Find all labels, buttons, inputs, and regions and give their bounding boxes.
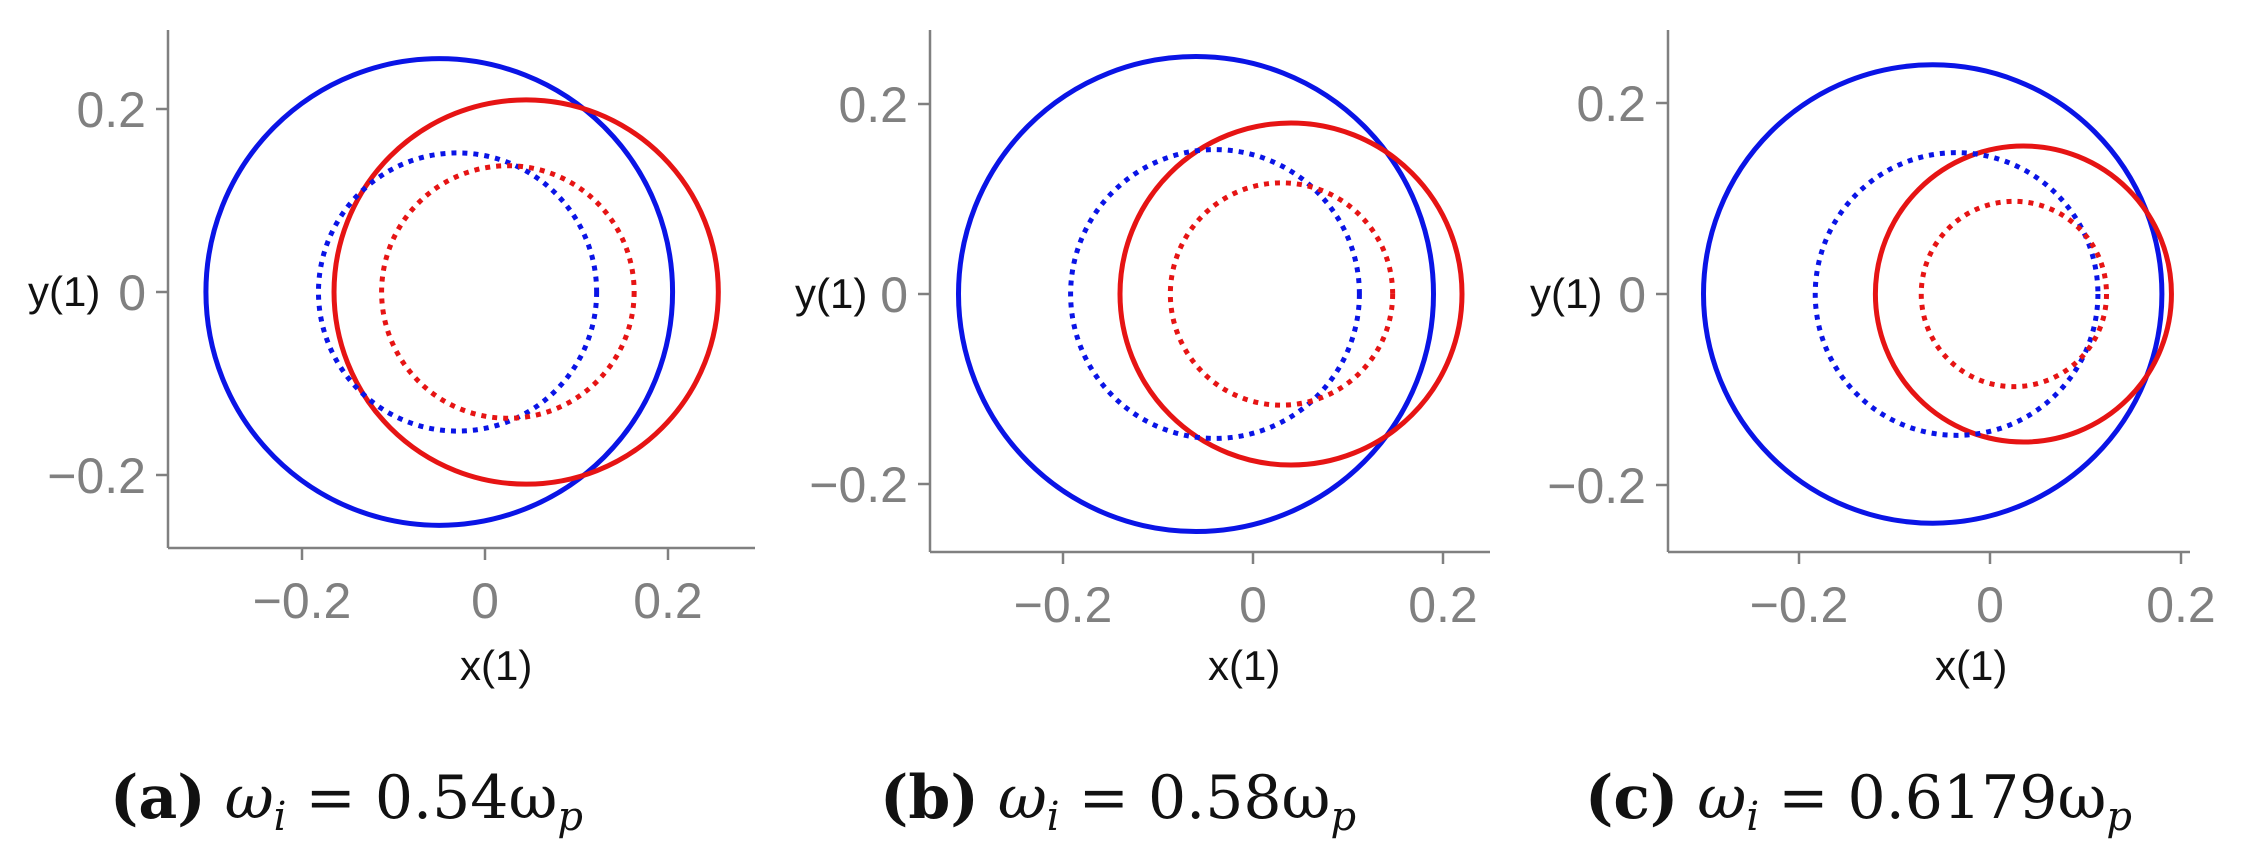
panel-tag: (c): [1585, 763, 1678, 833]
x-tick-label: 0: [1976, 577, 2004, 633]
trajectory-red-dotted: [1167, 180, 1396, 408]
y-tick-label: −0.2: [47, 448, 146, 504]
x-axis-label: x(1): [1208, 642, 1280, 689]
caption-equation: = 0.54ω: [286, 763, 557, 833]
panel-c: −0.2 0 0.2 −0.2 0 0.2 y(1) x(1) (c) ωi = 0.6179ω…: [1530, 30, 2216, 840]
trajectory-blue-solid: [1701, 62, 2165, 526]
panel-tag: (a): [110, 763, 206, 833]
x-tick-label: 0: [1239, 577, 1267, 633]
panel-caption: (b) ωi = 0.58ωp: [880, 763, 1356, 840]
y-tick-label: 0: [1618, 267, 1646, 323]
panel-a: −0.2 0 0.2 −0.2 0 0.2 y(1) x(1) (a) ωi = 0.54ωp: [28, 30, 755, 840]
caption-space: [979, 763, 998, 833]
trajectory-red-solid: [1117, 120, 1465, 468]
x-tick-label: 0.2: [1408, 577, 1478, 633]
y-tick-label: 0: [118, 265, 146, 321]
trajectory-red-dotted: [1918, 198, 2110, 390]
caption-omega: ω: [998, 763, 1047, 833]
y-axis-label: y(1): [1530, 270, 1602, 317]
trajectory-blue-dotted: [1068, 147, 1362, 441]
trajectory-red-solid: [331, 97, 721, 487]
y-tick-label: −0.2: [809, 457, 908, 513]
x-axis-label: x(1): [460, 642, 532, 689]
x-tick-label: 0: [471, 573, 499, 629]
y-axis-label: y(1): [28, 268, 100, 315]
caption-equation: = 0.58ω: [1060, 763, 1331, 833]
caption-space: [206, 763, 225, 833]
caption-equation: = 0.6179ω: [1759, 763, 2106, 833]
x-tick-label: −0.2: [1014, 577, 1113, 633]
caption-subscript-i: i: [274, 794, 287, 840]
trajectory-red-solid: [1872, 143, 2174, 445]
caption-subscript-p: p: [557, 794, 583, 840]
x-tick-label: −0.2: [1750, 577, 1849, 633]
caption-subscript-p: p: [1330, 794, 1356, 840]
x-tick-label: −0.2: [253, 573, 352, 629]
panel-b: −0.2 0 0.2 −0.2 0 0.2 y(1) x(1) (b) ωi = 0.58ωp: [795, 30, 1490, 840]
y-tick-label: 0.2: [1576, 76, 1646, 132]
trajectory-blue-dotted: [315, 150, 600, 434]
y-tick-label: 0.2: [838, 77, 908, 133]
y-tick-label: −0.2: [1547, 458, 1646, 514]
x-axis-label: x(1): [1935, 642, 2007, 689]
trajectory-red-dotted: [379, 163, 637, 421]
trajectory-blue-solid: [956, 54, 1436, 534]
panel-caption: (a) ωi = 0.54ωp: [110, 763, 583, 840]
trajectory-blue-solid: [203, 56, 676, 528]
y-tick-label: 0: [880, 267, 908, 323]
caption-space: [1678, 763, 1697, 833]
panel-tag: (b): [880, 763, 979, 833]
x-tick-label: 0.2: [2146, 577, 2216, 633]
trajectory-blue-dotted: [1812, 150, 2101, 438]
caption-subscript-p: p: [2106, 794, 2132, 840]
panel-caption: (c) ωi = 0.6179ωp: [1585, 763, 2132, 840]
x-tick-label: 0.2: [633, 573, 703, 629]
caption-omega: ω: [225, 763, 274, 833]
caption-subscript-i: i: [1047, 794, 1060, 840]
y-tick-label: 0.2: [76, 82, 146, 138]
caption-subscript-i: i: [1746, 794, 1759, 840]
caption-omega: ω: [1697, 763, 1746, 833]
y-axis-label: y(1): [795, 270, 867, 317]
